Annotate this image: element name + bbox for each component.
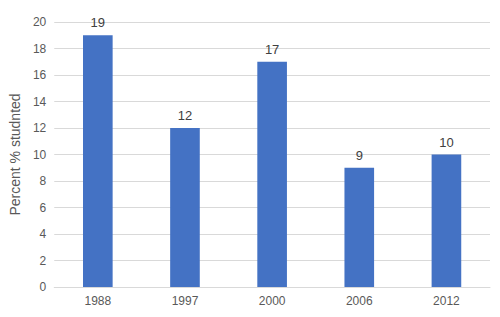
svg-text:19: 19 xyxy=(91,15,105,30)
svg-text:6: 6 xyxy=(40,201,47,215)
svg-text:1997: 1997 xyxy=(172,294,199,308)
svg-text:17: 17 xyxy=(265,42,279,57)
svg-text:Percent % studnted: Percent % studnted xyxy=(7,93,23,215)
svg-text:10: 10 xyxy=(33,148,47,162)
svg-text:16: 16 xyxy=(33,68,47,82)
svg-text:2000: 2000 xyxy=(259,294,286,308)
svg-text:2: 2 xyxy=(40,254,47,268)
svg-text:14: 14 xyxy=(33,95,47,109)
svg-text:12: 12 xyxy=(33,121,47,135)
svg-text:2012: 2012 xyxy=(433,294,460,308)
svg-text:12: 12 xyxy=(178,108,192,123)
svg-text:20: 20 xyxy=(33,15,47,29)
svg-text:2006: 2006 xyxy=(346,294,373,308)
svg-text:10: 10 xyxy=(439,135,453,150)
svg-text:0: 0 xyxy=(40,280,47,294)
svg-text:18: 18 xyxy=(33,42,47,56)
svg-text:8: 8 xyxy=(40,174,47,188)
svg-text:4: 4 xyxy=(40,227,47,241)
svg-text:9: 9 xyxy=(356,148,363,163)
svg-text:1988: 1988 xyxy=(84,294,111,308)
